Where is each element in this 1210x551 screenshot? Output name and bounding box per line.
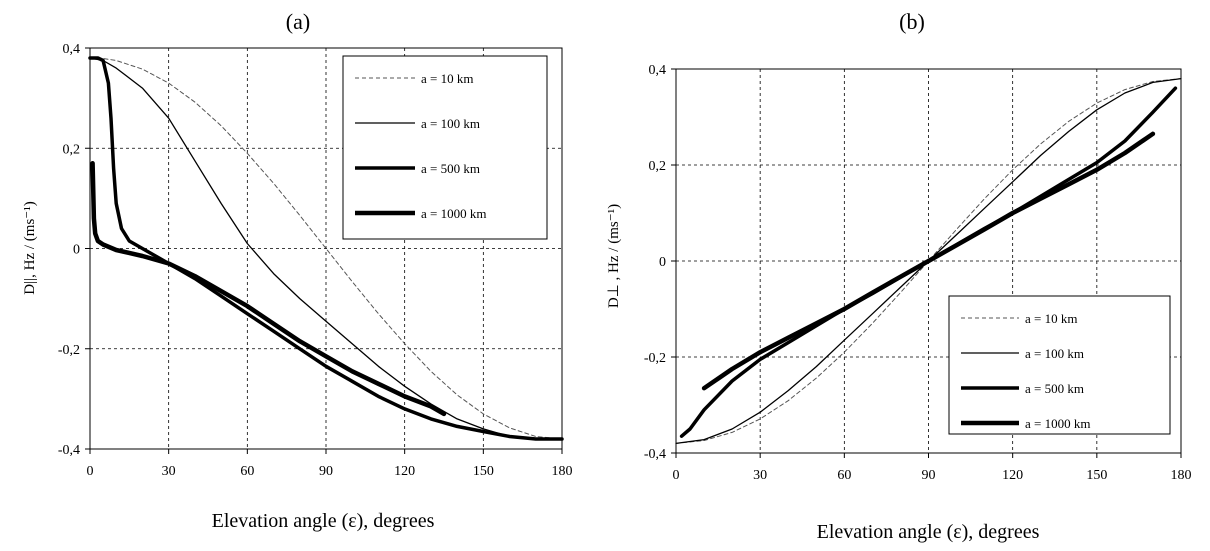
y-axis-label-a: D||, Hz / (ms⁻¹) bbox=[22, 201, 38, 294]
y-tick-label: 0 bbox=[73, 243, 80, 258]
x-tick-label: 0 bbox=[87, 464, 94, 479]
legend-label-3: a = 1000 km bbox=[421, 206, 486, 221]
series-group-a bbox=[88, 56, 564, 441]
x-axis-label-a: Elevation angle (ε), degrees bbox=[212, 510, 435, 532]
x-tick-label: 180 bbox=[1171, 468, 1192, 483]
x-tick-label: 150 bbox=[1086, 468, 1107, 483]
legend-label-2: a = 500 km bbox=[421, 161, 480, 176]
y-tick-label: 0 bbox=[659, 255, 666, 270]
ticks-b: 0 30 60 90 120 150 180 -0,4 -0,2 0 0,2 0,4 bbox=[644, 63, 1192, 483]
y-axis-label-b: D⊥ , Hz / (ms⁻¹) bbox=[606, 204, 622, 308]
panel-label-b: (b) bbox=[899, 9, 925, 34]
x-tick-label: 120 bbox=[1002, 468, 1023, 483]
legend-items-a: a = 10 km a = 100 km a = 500 km a = 1000 km bbox=[355, 71, 486, 221]
y-tick-label: 0,4 bbox=[649, 63, 667, 78]
y-tick-label: -0,2 bbox=[58, 343, 80, 358]
x-tick-label: 180 bbox=[552, 464, 573, 479]
legend-items-b: a = 10 km a = 100 km a = 500 km a = 1000 km bbox=[961, 311, 1090, 431]
series-line-0 bbox=[89, 57, 563, 440]
x-tick-label: 60 bbox=[837, 468, 851, 483]
series-line-3 bbox=[701, 131, 1156, 391]
legend-label-2: a = 500 km bbox=[1025, 381, 1084, 396]
ticks-a: 0 30 60 90 120 150 180 -0,4 -0,2 0 0,2 0,4 bbox=[58, 42, 573, 479]
y-tick-label: -0,4 bbox=[58, 443, 80, 458]
series-line-2 bbox=[88, 56, 564, 441]
x-axis-label-b: Elevation angle (ε), degrees bbox=[817, 521, 1040, 543]
series-line-3 bbox=[90, 161, 447, 417]
legend-box-b bbox=[948, 295, 1171, 435]
y-tick-label: -0,4 bbox=[644, 447, 666, 462]
x-tick-label: 60 bbox=[240, 464, 254, 479]
y-tick-label: 0,2 bbox=[63, 142, 81, 157]
x-tick-label: 90 bbox=[319, 464, 333, 479]
legend-label-3: a = 1000 km bbox=[1025, 416, 1090, 431]
x-tick-label: 90 bbox=[922, 468, 936, 483]
x-tick-label: 150 bbox=[473, 464, 494, 479]
chart-panel-b: (b) 0 30 60 90 120 150 180 -0,4 -0,2 0 0,2 0,4 a = … bbox=[606, 9, 1192, 543]
series-group-b bbox=[675, 77, 1182, 445]
y-tick-label: -0,2 bbox=[644, 351, 666, 366]
y-tick-label: 0,4 bbox=[63, 42, 81, 57]
legend-label-1: a = 100 km bbox=[1025, 346, 1084, 361]
legend-label-0: a = 10 km bbox=[1025, 311, 1077, 326]
legend-b: a = 10 km a = 100 km a = 500 km a = 1000 km bbox=[948, 295, 1171, 435]
x-tick-label: 30 bbox=[753, 468, 767, 483]
x-tick-label: 30 bbox=[162, 464, 176, 479]
legend-box-a bbox=[342, 55, 548, 240]
x-tick-label: 0 bbox=[673, 468, 680, 483]
x-tick-label: 120 bbox=[394, 464, 415, 479]
y-tick-label: 0,2 bbox=[649, 159, 667, 174]
panel-label-a: (a) bbox=[286, 9, 310, 34]
chart-panel-a: (a) 0 30 60 90 120 150 180 -0,4 -0,2 0 0,2 0,4 a = … bbox=[22, 9, 573, 532]
series-line-1 bbox=[89, 57, 563, 440]
legend-a: a = 10 km a = 100 km a = 500 km a = 1000 km bbox=[342, 55, 548, 240]
legend-label-1: a = 100 km bbox=[421, 116, 480, 131]
legend-label-0: a = 10 km bbox=[421, 71, 473, 86]
